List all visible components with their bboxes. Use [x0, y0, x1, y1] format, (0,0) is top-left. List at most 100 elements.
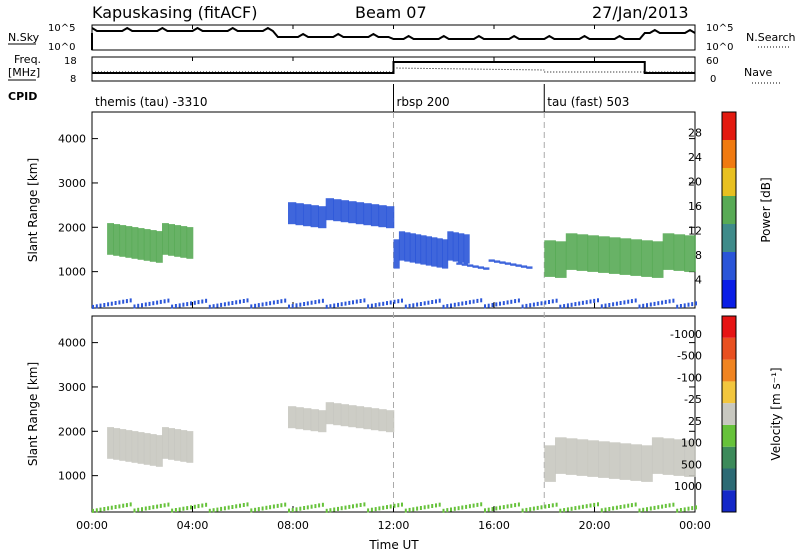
near-range-echo [548, 300, 550, 304]
near-range-echo [563, 508, 566, 513]
echo-cell [684, 440, 696, 477]
range-ytick-label: 2000 [58, 425, 86, 438]
near-range-echo [216, 303, 219, 308]
near-range-echo [148, 301, 151, 306]
echo-cell [504, 262, 511, 265]
echo-cell [565, 438, 578, 475]
near-range-echo [593, 502, 596, 507]
echo-cell [370, 408, 380, 431]
date-title: 27/Jan/2013 [592, 3, 689, 22]
near-range-echo [103, 507, 106, 511]
near-range-echo [423, 505, 426, 510]
near-range-echo [299, 302, 302, 307]
near-range-echo [306, 301, 309, 306]
near-range-echo [472, 299, 475, 304]
near-range-echo [103, 303, 106, 307]
echo-cell [333, 403, 342, 426]
colorbar-swatch [722, 490, 736, 512]
near-range-echo [231, 505, 234, 509]
near-range-echo [442, 304, 445, 309]
range-ytick-label: 1000 [58, 266, 86, 279]
near-range-echo [125, 299, 128, 304]
power-ylabel: Slant Range [km] [26, 158, 40, 262]
near-range-echo [484, 304, 486, 309]
near-range-echo [171, 304, 174, 309]
near-range-echo [227, 301, 230, 306]
echo-cell [662, 233, 675, 270]
near-range-echo [370, 507, 373, 512]
colorbar-swatch [722, 316, 736, 338]
echo-cell [515, 264, 522, 267]
near-range-echo [412, 303, 415, 308]
near-range-echo [261, 302, 264, 307]
freq-label-bottom: [MHz] [8, 66, 40, 79]
near-range-echo [521, 508, 524, 513]
echo-cell [630, 444, 642, 481]
near-range-echo [235, 504, 238, 509]
time-xtick-label: 20:00 [579, 519, 611, 532]
colorbar-swatch [722, 468, 736, 491]
echo-cell [162, 223, 169, 255]
near-range-echo [318, 299, 321, 304]
near-range-echo [306, 505, 309, 510]
near-range-echo [695, 301, 697, 306]
cpid-label: CPID [8, 90, 37, 103]
near-range-echo [491, 303, 494, 307]
near-range-echo [642, 303, 645, 308]
colorbar-swatch [722, 280, 736, 308]
near-range-echo [303, 506, 306, 510]
near-range-echo [559, 508, 562, 513]
near-range-echo [691, 506, 694, 511]
nave-trace [92, 67, 695, 73]
near-range-echo [476, 502, 479, 507]
near-range-echo [99, 303, 102, 308]
colorbar-frame [721, 111, 737, 309]
near-range-echo [453, 302, 456, 307]
near-range-echo [355, 503, 358, 508]
echo-cell [333, 199, 342, 222]
near-range-echo [212, 304, 215, 309]
near-range-echo [435, 503, 437, 508]
colorbar-tick-label: -1000 [670, 328, 702, 341]
near-range-echo [431, 300, 434, 304]
near-range-echo [570, 506, 573, 511]
near-range-echo [92, 304, 94, 309]
echo-cell [310, 409, 319, 432]
near-range-echo [205, 502, 208, 507]
near-range-echo [687, 302, 690, 307]
echo-cell [386, 206, 395, 229]
near-range-echo [397, 299, 400, 304]
near-range-echo [257, 303, 260, 308]
near-range-echo [653, 301, 656, 306]
colorbar-swatch [722, 381, 736, 404]
near-range-echo [269, 505, 272, 510]
near-range-echo [401, 502, 403, 507]
echo-cell [431, 237, 438, 267]
nave-label: Nave [744, 66, 772, 79]
near-range-echo [250, 304, 253, 309]
near-range-echo [359, 503, 362, 507]
near-range-echo [461, 505, 464, 510]
colorbar-tick-label: -500 [677, 350, 702, 363]
near-range-echo [197, 300, 200, 305]
echo-cell [510, 263, 517, 266]
near-range-echo [333, 507, 336, 512]
near-range-echo [510, 503, 513, 508]
colorbar-swatch [722, 168, 736, 196]
near-range-echo [314, 300, 317, 305]
near-range-echo [646, 507, 648, 512]
range-ytick-label: 3000 [58, 381, 86, 394]
echo-cell [576, 439, 589, 476]
near-range-echo [291, 304, 294, 308]
near-range-echo [363, 298, 366, 303]
colorbar-swatch [722, 359, 736, 382]
colorbar-swatch [722, 140, 736, 168]
echo-cell [598, 441, 610, 478]
echo-cell [180, 226, 188, 258]
near-range-echo [597, 502, 599, 507]
echo-cell [393, 239, 400, 269]
echo-cell [386, 410, 395, 433]
near-range-echo [453, 506, 456, 511]
echo-cell [363, 203, 372, 226]
near-range-echo [208, 508, 211, 513]
